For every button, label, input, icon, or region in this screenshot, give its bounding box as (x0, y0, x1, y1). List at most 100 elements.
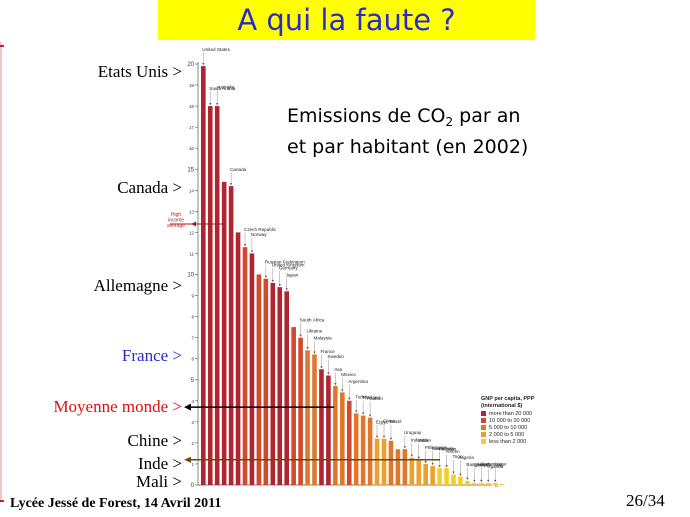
legend-title: GNP per capita, PPP (international $) (481, 396, 534, 410)
reference-label: income (168, 217, 184, 223)
legend-entry: 10 000 to 20 000 (481, 417, 534, 424)
bar (346, 400, 352, 485)
country-label: Canada > (117, 178, 182, 197)
legend-label: 10 000 to 20 000 (489, 417, 531, 424)
bar (298, 337, 303, 485)
y-tick-label: 3 (191, 420, 194, 425)
caption-line-1-pre: Emissions de CO (287, 105, 446, 127)
bar-leader-arrow (410, 454, 413, 457)
legend-swatch (481, 418, 486, 423)
bar-leader-arrow (320, 366, 323, 369)
bar-country-label: Indonesia (411, 437, 431, 442)
bar (201, 66, 206, 485)
y-tick-label: 0 (191, 483, 195, 489)
bar-leader-arrow (487, 479, 490, 483)
bar-leader-arrow (341, 389, 344, 392)
world-average-arrow (184, 403, 191, 411)
bar (291, 327, 296, 485)
y-tick-label: 17 (189, 125, 195, 130)
bar-leader-arrow (431, 463, 434, 466)
bar-leader-arrow (459, 473, 462, 476)
caption-line-2: et par habitant (en 2002) (287, 136, 529, 158)
bar-country-label: Thailand (362, 395, 380, 400)
y-tick-label: 16 (189, 146, 195, 151)
bar-leader-arrow (216, 103, 219, 106)
bar-country-label: Pakistan (439, 447, 457, 452)
bar-leader-arrow (424, 460, 427, 464)
left-decorative-rule (0, 42, 2, 502)
bar-country-label: Czech Republic (244, 227, 277, 232)
bar-country-label: South Africa (300, 317, 325, 322)
bar-country-label: Nigeria (459, 455, 474, 460)
y-tick-label: 5 (191, 378, 195, 384)
bar-leader-arrow (466, 477, 469, 480)
bar-country-label: Argentina (348, 379, 368, 384)
y-tick-label: 1 (191, 462, 194, 467)
bar-leader-arrow (438, 465, 441, 468)
bar-leader-arrow (278, 284, 281, 287)
legend-swatch (481, 439, 486, 444)
bar-country-label: Ukraine (307, 329, 323, 334)
footer-school: Lycée Jessé de Forest, 14 Avril 2011 (10, 496, 222, 511)
legend-entry: 2 000 to 5 000 (481, 431, 534, 438)
bar (423, 463, 428, 485)
y-tick-label: 18 (189, 104, 195, 109)
bar-leader-arrow (361, 412, 365, 415)
bar-country-label: Malaysia (314, 335, 333, 340)
bar-country-label: France (320, 349, 335, 354)
legend-swatch (481, 432, 486, 437)
bar-leader-arrow (368, 414, 372, 417)
bar-country-label: Mexico (341, 372, 356, 377)
chart-legend: GNP per capita, PPP (international $) mo… (481, 396, 534, 445)
country-label: Etats Unis > (97, 62, 182, 81)
bar-country-label: Australia (216, 85, 234, 90)
legend-swatch (481, 425, 486, 430)
bar-country-label: Ethiopia (473, 463, 490, 468)
country-label: Mali > (136, 472, 182, 491)
bar (367, 417, 373, 485)
bar-leader-arrow (417, 456, 420, 459)
bar-leader-arrow (264, 275, 268, 278)
bar-leader-arrow (445, 465, 448, 468)
y-tick-label: 19 (189, 83, 195, 88)
bar (444, 468, 449, 485)
legend-label: less than 2 000 (489, 438, 527, 445)
bar (472, 482, 477, 485)
bar-leader-arrow (209, 103, 212, 106)
bar-country-label: Mali (494, 463, 502, 468)
x-axis-end-label: 0 (495, 483, 498, 489)
bar (492, 482, 498, 485)
bar (381, 438, 387, 485)
bar (221, 181, 227, 485)
bar-leader-arrow (348, 397, 351, 400)
bar (479, 482, 484, 485)
bar-country-label: United States (202, 47, 230, 52)
bar-country-label: Guatemala (432, 446, 455, 451)
bar (214, 106, 220, 485)
page-number: 26/34 (626, 491, 665, 510)
bar (353, 413, 359, 485)
y-tick-label: 15 (187, 167, 194, 173)
legend-label: 5 000 to 10 000 (489, 424, 528, 431)
y-tick-label: 8 (191, 315, 194, 320)
bar (242, 247, 248, 485)
bar-leader-arrow (473, 479, 476, 483)
bar (249, 253, 255, 485)
bar-leader-arrow (285, 288, 288, 291)
legend-title-line-2: (international $) (481, 403, 523, 409)
bar-leader-arrow (480, 479, 483, 483)
y-tick-label: 2 (191, 441, 194, 446)
bar (326, 375, 331, 485)
legend-entry: less than 2 000 (481, 438, 534, 445)
y-tick-label: 20 (187, 62, 194, 68)
country-label: France > (121, 346, 182, 365)
country-label: Inde > (137, 454, 182, 473)
country-label: Moyenne monde > (53, 397, 182, 416)
bar-leader-arrow (202, 63, 205, 66)
bar (312, 354, 317, 485)
bar-country-label: Norway (251, 232, 267, 237)
bar (333, 386, 338, 485)
bar-country-label: Saudi Arabia (209, 86, 235, 91)
y-tick-label: 4 (191, 399, 194, 404)
bar (388, 440, 394, 485)
